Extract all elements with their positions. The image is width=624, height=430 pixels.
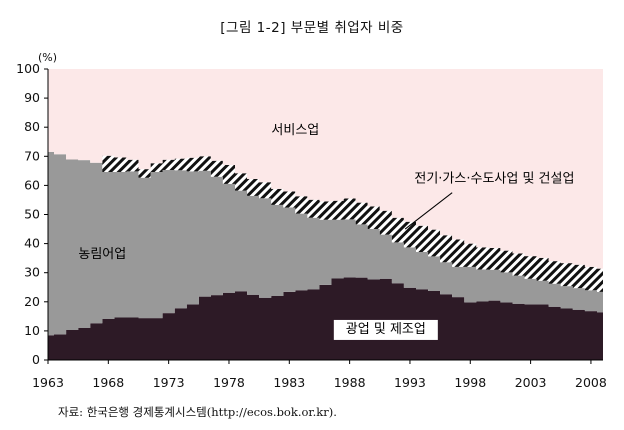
annotation-pointer	[404, 192, 453, 230]
y-tick-label: 20	[24, 294, 40, 309]
plot-areas	[48, 69, 603, 360]
x-tick-label: 1963	[32, 375, 64, 390]
chart: 0 10 20 30 40 50 60 70 80 90 100(%) 1963 1968 1973 197…	[16, 51, 607, 390]
chart-title: [그림 1-2] 부문별 취업자 비중	[220, 20, 404, 36]
x-tick-label: 1993	[394, 375, 426, 390]
area-series-3	[48, 69, 603, 269]
y-tick-label: 40	[24, 236, 40, 251]
x-tick-label: 2008	[575, 375, 607, 390]
source-note: 자료: 한국은행 경제통계시스템(http://ecos.bok.or.kr).	[58, 405, 337, 419]
x-tick-label: 1998	[454, 375, 486, 390]
label-background	[333, 319, 438, 340]
series-label: 광업 및 제조업	[346, 322, 426, 337]
y-tick-label: 70	[24, 148, 40, 163]
series-label: 서비스업	[271, 123, 319, 138]
area-series-0	[48, 277, 603, 360]
axes: 0 10 20 30 40 50 60 70 80 90 100(%) 1963 1968 1973 197…	[16, 51, 607, 390]
y-tick-label: 100	[16, 61, 40, 76]
x-tick-label: 1973	[153, 375, 185, 390]
series-labels: 광업 및 제조업 농림어업 전기·가스·수도사업 및 건설업 서비스업	[78, 123, 574, 340]
series-label: 전기·가스·수도사업 및 건설업	[414, 171, 574, 186]
y-tick-label: 0	[32, 352, 40, 367]
y-tick-label: 60	[24, 177, 40, 192]
area-series-2	[48, 151, 603, 292]
y-tick-label: 80	[24, 119, 40, 134]
x-tick-label: 2003	[515, 375, 547, 390]
x-tick-label: 1983	[273, 375, 305, 390]
y-tick-label: 30	[24, 265, 40, 280]
y-axis-label: (%)	[38, 51, 57, 64]
x-tick-label: 1968	[92, 375, 124, 390]
series-label: 농림어업	[78, 247, 126, 262]
y-tick-label: 90	[24, 90, 40, 105]
x-tick-label: 1988	[334, 375, 366, 390]
area-series-1	[48, 151, 603, 336]
x-tick-label: 1978	[213, 375, 245, 390]
y-tick-label: 10	[24, 323, 40, 338]
y-tick-label: 50	[24, 207, 40, 222]
